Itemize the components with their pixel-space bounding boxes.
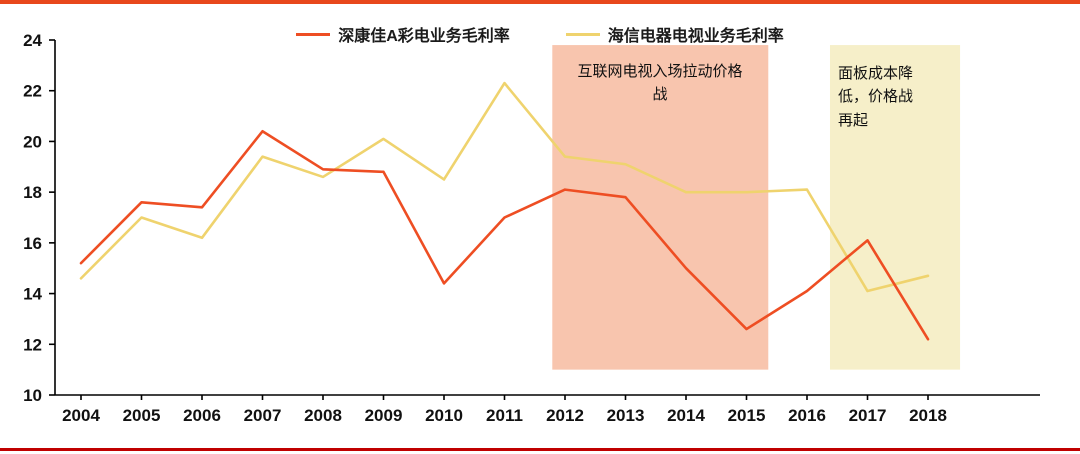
x-tick-label: 2005	[123, 406, 161, 425]
x-tick-label: 2008	[304, 406, 342, 425]
legend-label-konka: 深康佳A彩电业务毛利率	[338, 28, 510, 45]
series-line-konka	[79, 129, 930, 341]
x-tick-label: 2014	[667, 406, 705, 425]
x-tick-label: 2017	[849, 406, 887, 425]
y-tick-label: 22	[23, 82, 42, 101]
y-tick-label: 20	[23, 132, 42, 151]
legend-label-hisense: 海信电器电视业务毛利率	[607, 28, 784, 45]
x-tick-label: 2011	[486, 406, 523, 425]
y-tick-label: 18	[23, 183, 42, 202]
bottom-border-line	[0, 448, 1080, 451]
legend-item-konka: 深康佳A彩电业务毛利率	[296, 22, 510, 46]
x-tick-label: 2012	[546, 406, 584, 425]
annotation-panel-cost-price-war: 面板成本降低，价格战再起	[838, 65, 914, 129]
x-tick-label: 2015	[728, 406, 766, 425]
x-tick-label: 2007	[244, 406, 282, 425]
y-tick-label: 16	[23, 234, 42, 253]
top-border-line	[0, 0, 1080, 4]
x-tick-label: 2004	[62, 406, 100, 425]
x-tick-label: 2009	[365, 406, 403, 425]
series-line-hisense	[79, 81, 930, 293]
y-tick-label: 24	[23, 31, 42, 50]
x-tick-label: 2018	[909, 406, 947, 425]
x-tick-label: 2016	[788, 406, 826, 425]
legend-line-hisense	[565, 32, 600, 36]
x-tick-label: 2006	[183, 406, 221, 425]
legend-item-hisense: 海信电器电视业务毛利率	[565, 22, 784, 46]
legend: 深康佳A彩电业务毛利率 海信电器电视业务毛利率	[0, 22, 1080, 46]
highlight-region-panel-cost-price-war	[829, 45, 961, 370]
x-tick-label: 2013	[607, 406, 645, 425]
y-tick-label: 10	[23, 386, 42, 405]
y-tick-label: 12	[23, 335, 42, 354]
x-tick-label: 2010	[425, 406, 463, 425]
legend-line-konka	[296, 32, 331, 36]
annotation-internet-tv-price-war: 互联网电视入场拉动价格战	[577, 63, 743, 104]
y-tick-label: 14	[23, 285, 42, 304]
